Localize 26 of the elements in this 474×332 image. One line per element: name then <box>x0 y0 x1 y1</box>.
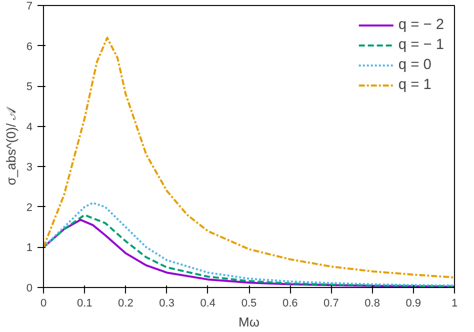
x-tick-label: 0.6 <box>282 298 298 310</box>
y-tick-label: 7 <box>26 0 33 12</box>
legend-label: q = − 2 <box>398 17 444 33</box>
x-tick-label: 0.7 <box>324 298 339 310</box>
y-tick-label: 4 <box>26 121 33 134</box>
x-tick-label: 0.2 <box>118 298 134 310</box>
y-tick-label: 6 <box>26 40 33 53</box>
x-tick-label: 0.9 <box>406 298 422 310</box>
x-tick-label: 0.5 <box>241 298 257 310</box>
x-tick-label: 0.8 <box>364 298 380 310</box>
y-tick-label: 5 <box>26 81 33 94</box>
x-tick-label: 0.1 <box>76 298 92 310</box>
y-tick-label: 3 <box>26 162 33 174</box>
line-series <box>44 36 454 278</box>
y-tick-label: 1 <box>26 242 33 254</box>
legend-label: q = − 1 <box>398 37 444 53</box>
legend-label: q = 1 <box>398 77 432 93</box>
y-tick-label: 0 <box>26 282 33 294</box>
x-tick-label: 0.4 <box>200 298 216 310</box>
x-axis-title: Mω <box>238 314 260 330</box>
y-axis-title: σ_abs^(0)/ 𝒜 <box>3 106 18 186</box>
x-tick-label: 1 <box>451 298 458 310</box>
x-tick-label: 0 <box>40 298 47 310</box>
x-tick-label: 0.3 <box>159 298 174 310</box>
legend-label: q = 0 <box>398 57 432 73</box>
y-tick-label: 2 <box>26 202 33 214</box>
